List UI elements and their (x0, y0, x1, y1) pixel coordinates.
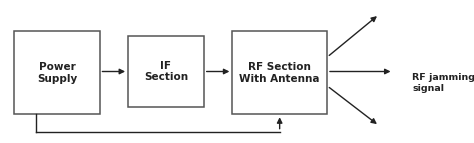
Text: RF Section
With Antenna: RF Section With Antenna (239, 62, 320, 84)
Text: IF
Section: IF Section (144, 61, 188, 82)
Bar (14, 31, 100, 114)
Text: Power
Supply: Power Supply (37, 62, 77, 84)
Text: RF jamming
signal: RF jamming signal (412, 73, 474, 93)
Bar (128, 36, 204, 107)
Bar (232, 31, 327, 114)
